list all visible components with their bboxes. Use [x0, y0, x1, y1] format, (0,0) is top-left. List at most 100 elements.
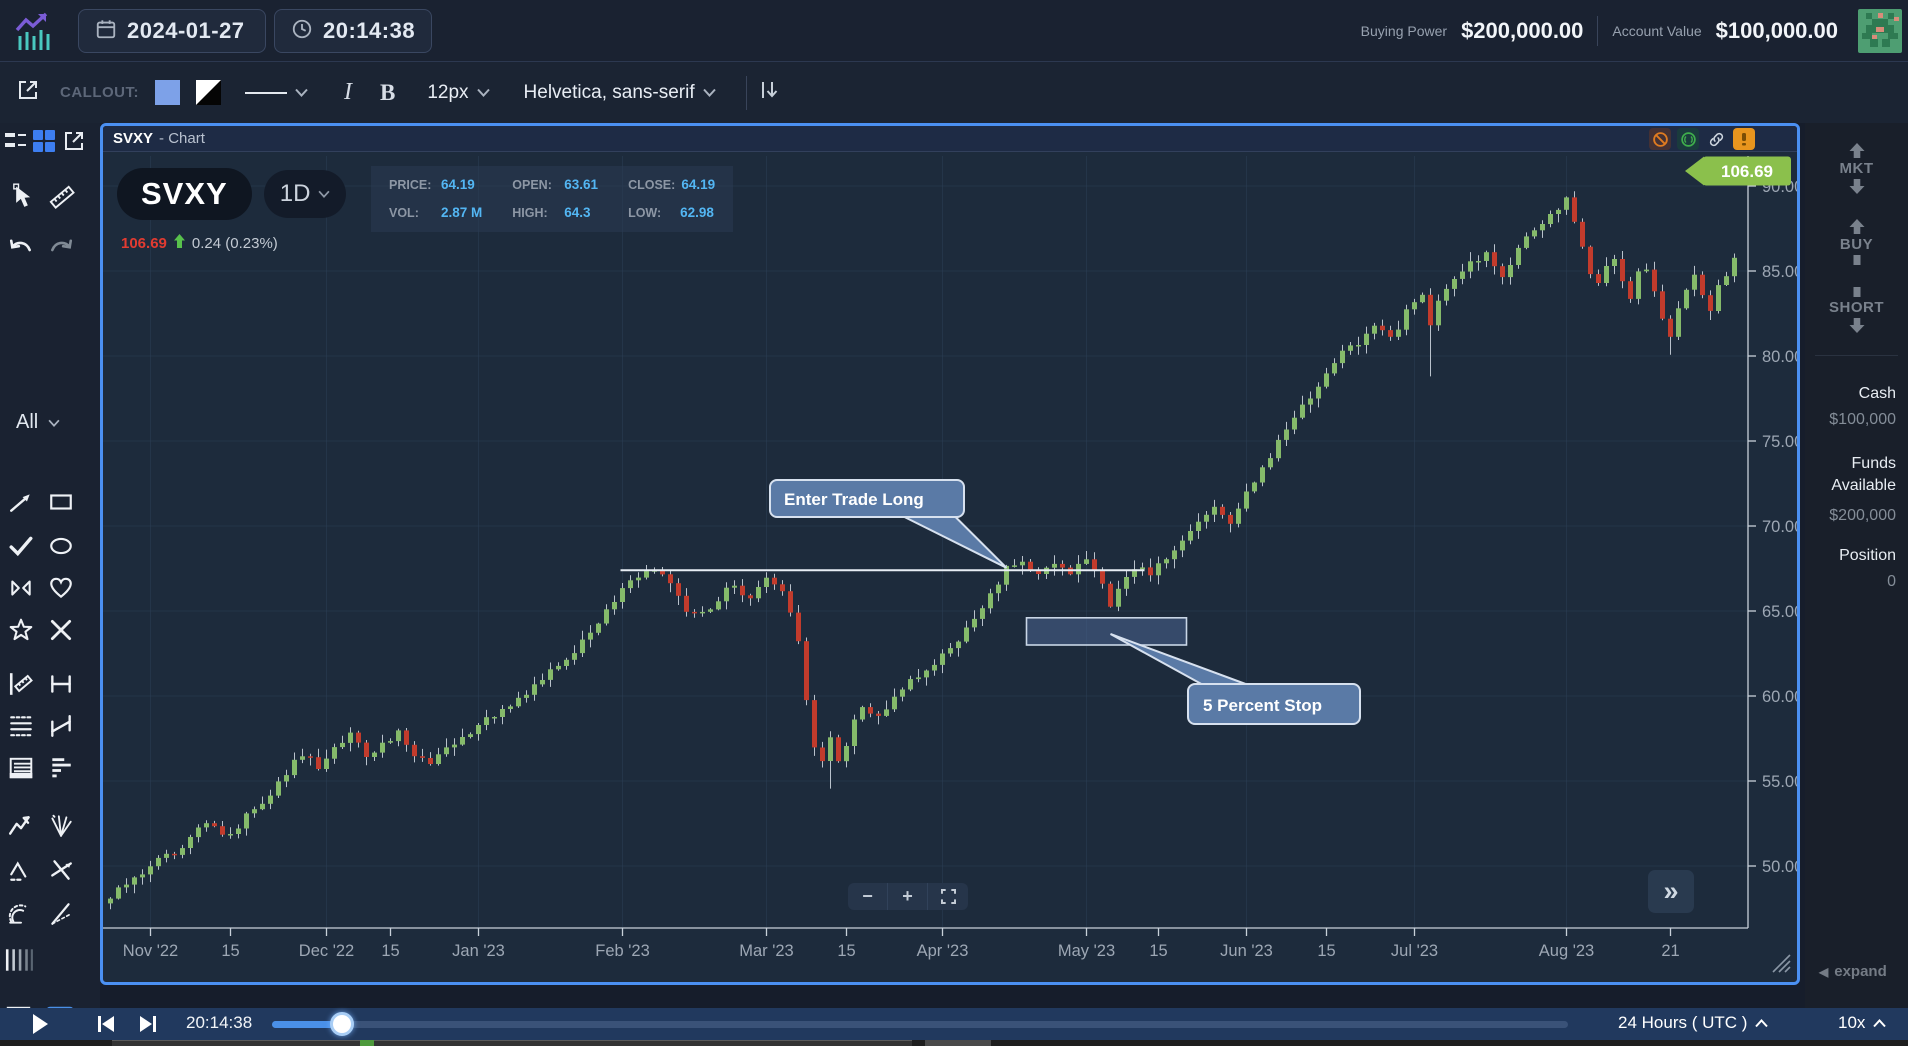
svg-text:Jan '23: Jan '23	[452, 942, 505, 960]
star-tool-icon[interactable]	[8, 617, 34, 648]
fit-screen-button[interactable]	[928, 883, 968, 910]
svg-text:80.00: 80.00	[1762, 348, 1797, 366]
zigzag-tool-icon[interactable]	[8, 813, 34, 844]
link-icon[interactable]	[1705, 128, 1727, 150]
bold-button[interactable]: B	[380, 79, 396, 105]
border-color-swatch[interactable]	[196, 80, 221, 105]
heart-tool-icon[interactable]	[48, 575, 74, 606]
parallel-lines-tool-icon[interactable]	[8, 713, 34, 744]
fill-color-swatch[interactable]	[155, 80, 180, 105]
timezone-dropdown[interactable]: 24 Hours ( UTC )	[1618, 1013, 1769, 1033]
playback-bar: 20:14:38 24 Hours ( UTC ) 10x	[0, 1008, 1908, 1040]
last-price: 106.69	[121, 235, 167, 252]
line-style-dropdown[interactable]	[245, 88, 308, 97]
chart-canvas[interactable]: 90.0085.0080.0075.0070.0065.0060.0055.00…	[103, 126, 1797, 982]
grid-layout-icon[interactable]	[32, 129, 56, 158]
playback-speed-dropdown[interactable]: 10x	[1838, 1013, 1887, 1033]
disable-drawing-icon[interactable]	[1649, 128, 1671, 150]
protractor-tool-icon[interactable]	[8, 901, 34, 932]
font-size-dropdown[interactable]: 12px	[427, 82, 490, 104]
price-stat-label: PRICE:	[389, 178, 432, 192]
svg-text:Dec '22: Dec '22	[299, 942, 354, 960]
stop-callout[interactable]: 5 Percent Stop	[1110, 633, 1361, 725]
check-tool-icon[interactable]	[8, 533, 34, 564]
ruler-tool-icon[interactable]	[48, 183, 76, 216]
chart-title-bar[interactable]: SVXY - Chart	[103, 126, 1797, 152]
playback-slider-fill	[272, 1021, 344, 1028]
callout-label: CALLOUT:	[60, 84, 139, 101]
italic-button[interactable]: I	[344, 79, 352, 105]
svg-text:15: 15	[1317, 942, 1335, 960]
cursor-tool-icon[interactable]	[8, 183, 36, 216]
svg-text:75.00: 75.00	[1762, 433, 1797, 451]
divider	[1597, 16, 1599, 46]
timeframe-value: 1D	[279, 180, 311, 207]
low-stat-label: LOW:	[628, 206, 662, 220]
peak-line-tool-icon[interactable]	[8, 857, 34, 888]
session-status-icon[interactable]	[1677, 128, 1699, 150]
drawings-filter-dropdown[interactable]: All	[16, 411, 60, 434]
playback-slider[interactable]	[272, 1012, 1568, 1036]
step-back-button[interactable]	[96, 1014, 116, 1039]
bottom-strip-segment	[112, 1040, 912, 1046]
trade-panel: MKT BUY SHORT Cash $100,000 Funds Availa…	[1805, 123, 1908, 1008]
open-stat-label: OPEN:	[512, 178, 552, 192]
redo-icon[interactable]	[48, 237, 74, 268]
divider	[1815, 355, 1898, 356]
horizontal-range-tool-icon[interactable]	[48, 671, 74, 702]
svg-text:Nov '22: Nov '22	[123, 942, 178, 960]
alert-badge-icon[interactable]	[1733, 128, 1755, 150]
send-to-back-icon[interactable]	[759, 78, 781, 107]
date-picker-button[interactable]: 2024-01-27	[78, 9, 266, 53]
flip-triangles-tool-icon[interactable]	[8, 575, 34, 606]
measure-tool-icon[interactable]	[8, 671, 34, 702]
trend-range-tool-icon[interactable]	[48, 713, 74, 744]
time-value: 20:14:38	[323, 18, 416, 43]
resize-grip[interactable]	[1765, 947, 1791, 978]
stop-zone-rect[interactable]	[1025, 616, 1188, 646]
buying-power-value: $200,000.00	[1461, 18, 1584, 43]
open-new-window-icon[interactable]	[62, 129, 86, 158]
chart-title-symbol: SVXY	[113, 130, 154, 147]
short-button[interactable]: SHORT	[1805, 287, 1908, 333]
ellipse-tool-icon[interactable]	[48, 533, 74, 564]
chart-title-rest: - Chart	[159, 130, 205, 147]
trend-line-tool-icon[interactable]	[8, 489, 34, 520]
mkt-order-button[interactable]: MKT	[1805, 143, 1908, 194]
font-family-dropdown[interactable]: Helvetica, sans-serif	[524, 82, 716, 104]
entry-callout[interactable]: Enter Trade Long	[769, 479, 1008, 569]
time-axis: Nov '22 15 Dec '22 15 Jan '23 Feb '23 Mar '23 1…	[103, 927, 1748, 960]
close-stat-label: CLOSE:	[628, 178, 676, 192]
fan-lines-tool-icon[interactable]	[48, 813, 74, 844]
svg-text:55.00: 55.00	[1762, 773, 1797, 791]
zoom-out-button[interactable]: −	[848, 883, 888, 910]
volume-bars-tool-icon[interactable]	[4, 947, 34, 978]
zoom-in-button[interactable]: +	[888, 883, 928, 910]
note-tool-icon[interactable]	[8, 755, 34, 786]
aligned-bars-tool-icon[interactable]	[48, 755, 74, 786]
drawing-tool-sidebar: All	[0, 123, 100, 1031]
high-stat-label: HIGH:	[512, 206, 548, 220]
angle-tool-icon[interactable]	[48, 901, 74, 932]
expand-panel-button[interactable]: ◀ expand	[1819, 963, 1887, 980]
rectangle-tool-icon[interactable]	[48, 489, 74, 520]
user-avatar[interactable]	[1858, 9, 1902, 53]
undo-icon[interactable]	[8, 237, 34, 268]
svg-text:Apr '23: Apr '23	[917, 942, 969, 960]
step-forward-button[interactable]	[138, 1014, 158, 1039]
playback-slider-knob[interactable]	[330, 1012, 354, 1036]
high-stat-value: 64.3	[564, 205, 591, 220]
timeframe-dropdown[interactable]: 1D	[263, 170, 347, 218]
play-button[interactable]	[30, 1012, 50, 1041]
ohlc-stats-panel: PRICE: 64.19 OPEN: 63.61 CLOSE: 64.19 VOL: 2…	[371, 166, 734, 232]
svg-text:Jun '23: Jun '23	[1220, 942, 1273, 960]
buy-button[interactable]: BUY	[1805, 219, 1908, 265]
cross-lines-tool-icon[interactable]	[48, 857, 74, 888]
x-tool-icon[interactable]	[48, 617, 74, 648]
account-summary: Buying Power $200,000.00 Account Value $…	[1361, 0, 1908, 62]
time-picker-button[interactable]: 20:14:38	[274, 9, 432, 53]
popout-icon[interactable]	[16, 78, 40, 107]
scroll-to-latest-button[interactable]: »	[1648, 870, 1694, 913]
layout-list-icon[interactable]	[4, 129, 28, 158]
symbol-pill[interactable]: SVXY	[117, 168, 252, 220]
